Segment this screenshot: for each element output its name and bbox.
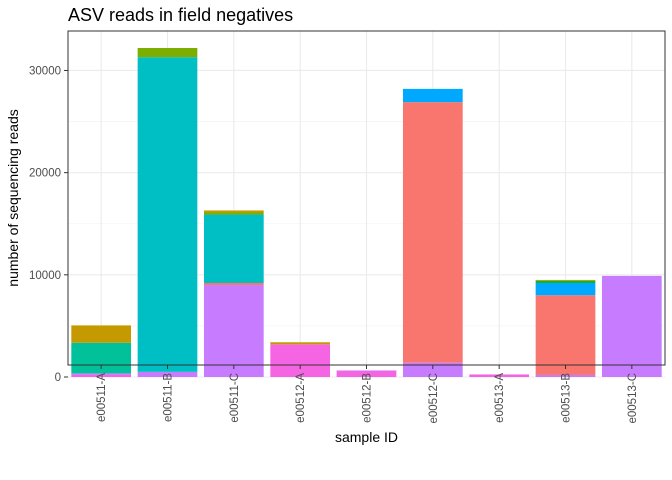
bar-segment [270,342,331,345]
y-axis-title: number of sequencing reads [5,109,21,286]
bar-segment [203,214,264,283]
bar-segment [71,373,132,375]
bar-segment [336,370,397,377]
bar-segment [336,370,397,371]
bar-segment [535,283,596,296]
chart-title: ASV reads in field negatives [68,5,293,25]
bar-segment [601,275,662,377]
y-tick-label: 10000 [29,270,61,282]
bar-segment [535,295,596,375]
x-axis-title: sample ID [335,429,398,445]
bar-segment [203,212,264,215]
x-tick-label: e00511-B [163,373,175,422]
bar-segment [71,374,132,377]
y-tick-label: 20000 [29,168,61,180]
x-axis: e00511-A e00511-B e00511-C e00512-A e00512-B… [96,365,639,424]
bars [71,48,662,377]
bar-segment [535,279,596,281]
bar-segment [137,371,198,377]
bar-segment [203,283,264,286]
bar-segment [535,280,596,283]
x-tick-label: e00511-C [229,373,241,423]
bar-segment [535,374,596,377]
bar-segment [402,362,463,377]
bar-segment [469,374,530,377]
bar-segment [270,344,331,377]
bar-segment [402,88,463,103]
bar-segment [137,48,198,58]
x-tick-label: e00513-A [494,373,506,423]
bar-segment [71,325,132,343]
y-tick-label: 30000 [29,65,61,77]
bar-segment [203,210,264,213]
x-tick-label: e00513-B [561,373,573,423]
x-tick-label: e00512-A [295,373,307,423]
x-tick-label: e00513-C [627,373,639,424]
y-tick-label: 0 [55,372,61,384]
y-axis: 0 10000 20000 30000 [29,65,68,384]
bar-segment [402,102,463,363]
x-tick-label: e00512-B [362,373,374,423]
bar-segment [203,285,264,377]
x-tick-label: e00512-C [428,373,440,424]
x-tick-label: e00511-A [96,373,108,422]
bar-segment [137,57,198,372]
